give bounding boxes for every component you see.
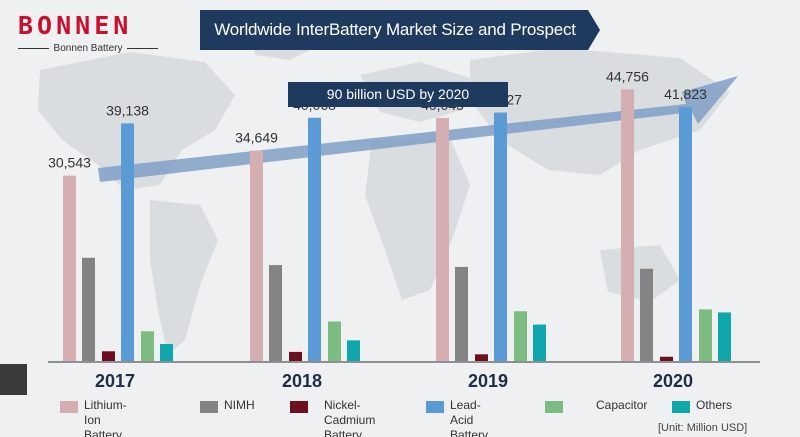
legend-swatch	[672, 401, 690, 413]
x-tick-label-2018: 2018	[282, 371, 322, 391]
data-label-lithium-ion-battery-2020: 44,756	[606, 68, 649, 84]
bar-capacitor-2020	[699, 309, 712, 361]
prospect-label: 90 billion USD by 2020	[288, 82, 508, 107]
title-banner-shape	[200, 10, 600, 50]
side-tab	[0, 364, 27, 395]
legend-label: Nickel- Cadmium Battery	[324, 398, 376, 437]
bar-nickel-cadmium-battery-2019	[475, 354, 488, 361]
unit-label: [Unit: Million USD]	[658, 422, 748, 434]
legend-swatch	[60, 401, 78, 413]
legend-swatch	[545, 401, 563, 413]
logo-rule-left	[18, 48, 49, 49]
bar-nimh-2019	[455, 266, 468, 361]
bar-nickel-cadmium-battery-2020	[660, 356, 673, 361]
bar-lead-acid-battery-2017	[121, 123, 134, 361]
bar-lead-acid-battery-2019	[494, 112, 507, 362]
logo-subtitle-text: Bonnen Battery	[53, 43, 123, 54]
data-label-lithium-ion-battery-2018: 34,649	[235, 130, 278, 146]
bar-others-2020	[718, 312, 731, 361]
legend-label: Capacitor	[596, 398, 648, 412]
x-tick-label-2017: 2017	[95, 371, 135, 391]
bar-lithium-ion-battery-2018	[250, 150, 263, 361]
bar-lithium-ion-battery-2019	[436, 117, 449, 362]
data-label-lead-acid-battery-2020: 41,823	[664, 86, 707, 102]
logo-wordmark: BONNEN	[18, 11, 133, 40]
x-tick-label-2020: 2020	[653, 371, 693, 391]
bar-others-2018	[347, 340, 360, 361]
bar-lithium-ion-battery-2017	[63, 175, 76, 361]
brand-logo: BONNEN Bonnen Battery	[18, 12, 158, 54]
bar-lead-acid-battery-2020	[679, 107, 692, 361]
legend-swatch	[426, 401, 444, 413]
title-banner: Worldwide InterBattery Market Size and P…	[200, 10, 600, 50]
bar-capacitor-2019	[514, 311, 527, 361]
logo-subtitle: Bonnen Battery	[18, 43, 158, 54]
bar-lithium-ion-battery-2020	[621, 89, 634, 362]
data-label-lithium-ion-battery-2017: 30,543	[48, 155, 91, 171]
bar-nickel-cadmium-battery-2017	[102, 351, 115, 361]
data-label-lead-acid-battery-2017: 39,138	[106, 102, 149, 118]
legend-label: Others	[696, 398, 733, 412]
chart-title: Worldwide InterBattery Market Size and P…	[214, 20, 576, 39]
bar-nimh-2020	[640, 268, 653, 361]
bar-capacitor-2017	[141, 331, 154, 361]
bars-layer	[63, 89, 731, 362]
bar-nimh-2017	[82, 257, 95, 361]
bar-nimh-2018	[269, 265, 282, 361]
legend-label: Lead- Acid Battery	[450, 398, 489, 437]
legend-swatch	[290, 401, 308, 413]
bar-others-2017	[160, 344, 173, 361]
legend-label: Lithium-Ion Battery	[84, 398, 127, 437]
legend-swatch	[200, 401, 218, 413]
bar-capacitor-2018	[328, 321, 341, 361]
chart-legend: Lithium-Ion Battery NIMH Nickel- Cadmium B…	[60, 398, 780, 437]
legend-label: NIMH	[224, 398, 255, 412]
bar-lead-acid-battery-2018	[308, 117, 321, 361]
bar-others-2019	[533, 324, 546, 361]
x-tick-label-2019: 2019	[468, 371, 508, 391]
logo-rule-right	[127, 48, 158, 49]
bar-nickel-cadmium-battery-2018	[289, 351, 302, 361]
